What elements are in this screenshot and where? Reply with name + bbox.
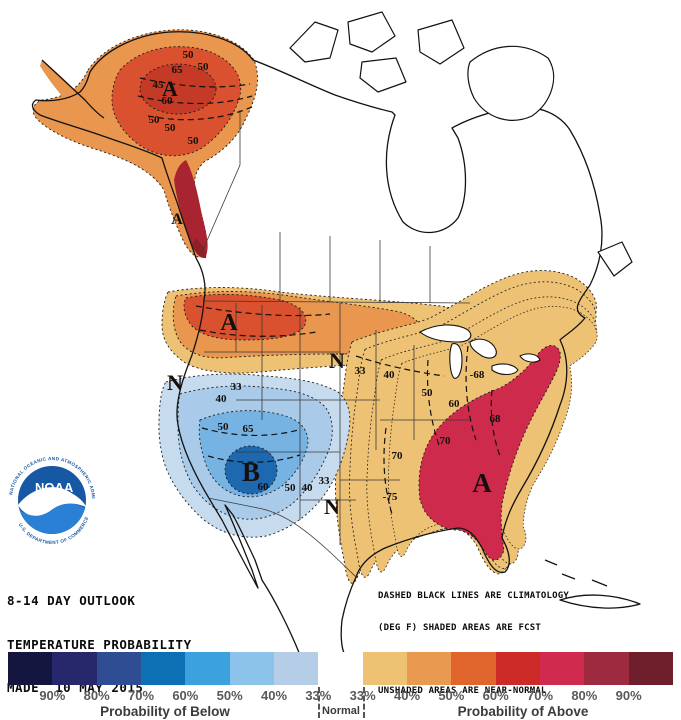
anomaly-letter-label: A — [472, 468, 492, 498]
anomaly-letter-label: N — [324, 494, 340, 519]
anomaly-letter-label: A — [171, 211, 183, 228]
contour-value-label: 60 — [449, 398, 461, 410]
legend-block — [229, 652, 274, 685]
climatology-dashed-lines — [137, 77, 501, 515]
legend-tick-label: 90% — [615, 688, 642, 703]
title-line: 8-14 DAY OUTLOOK — [7, 593, 136, 608]
note-line: DASHED BLACK LINES ARE CLIMATOLOGY — [378, 591, 570, 601]
legend-block — [584, 652, 629, 685]
contour-value-label: 70 — [440, 435, 452, 447]
normal-right-dash — [363, 687, 365, 718]
legend-bar — [8, 652, 673, 685]
contour-value-label: 50 — [188, 135, 200, 147]
eastern-region — [335, 270, 598, 584]
contour-value-label: 45 — [153, 79, 165, 91]
contour-value-label: 70 — [392, 450, 404, 462]
normal-caption: Normal — [322, 705, 360, 717]
legend-tick-label: 50% — [438, 688, 465, 703]
legend-block — [451, 652, 496, 685]
noaa-logo-text: NOAA — [35, 480, 74, 495]
legend-tick-label: 90% — [39, 688, 66, 703]
legend-tick-label: 80% — [83, 688, 110, 703]
anomaly-letter-label: B — [242, 457, 260, 487]
legend-tick-label: 33% — [349, 688, 376, 703]
legend-block — [495, 652, 540, 685]
legend-tick-label: 40% — [393, 688, 421, 703]
normal-left-dash — [318, 687, 320, 718]
contour-value-label: 40 — [384, 369, 396, 381]
legend-block — [318, 652, 363, 685]
contour-value-label: 50 — [149, 114, 161, 126]
legend-tick-label: 40% — [260, 688, 288, 703]
contour-value-label: 33 — [319, 475, 331, 487]
legend-tick-label: 80% — [571, 688, 598, 703]
coastline — [31, 11, 641, 655]
contour-value-label: 65 — [243, 423, 255, 435]
legend-block — [628, 652, 673, 685]
contour-value-label: 50 — [198, 61, 210, 73]
title-line: TEMPERATURE PROBABILITY — [7, 636, 192, 652]
contour-value-label: 68 — [490, 413, 502, 425]
legend-block — [185, 652, 230, 685]
legend-tick-label: 70% — [127, 688, 155, 703]
contour-value-label: 50 — [165, 122, 177, 134]
legend-block — [140, 652, 186, 685]
note-line: UNSHADED AREAS ARE NEAR-NORMAL — [378, 685, 547, 696]
contour-value-label: 50 — [422, 387, 434, 399]
probability-below-caption: Probability of Below — [100, 704, 230, 719]
legend-block — [539, 652, 585, 685]
contour-value-label: 60 — [162, 95, 174, 107]
legend-block — [273, 652, 319, 685]
legend-tick-label: 60% — [172, 688, 199, 703]
probability-above-caption: Probability of Above — [457, 704, 589, 719]
noaa-logo: NATIONAL OCEANIC AND ATMOSPHERIC ADMINIS… — [7, 455, 97, 545]
southwest-region — [158, 373, 351, 538]
legend-tick-label: 50% — [216, 688, 243, 703]
legend-block — [52, 652, 97, 685]
contour-value-label: 40 — [216, 393, 228, 405]
legend-block — [96, 652, 141, 685]
contour-value-label: 65 — [172, 64, 184, 76]
contour-value-label: 50 — [218, 421, 230, 433]
legend-block — [406, 652, 452, 685]
legend-block — [362, 652, 407, 685]
contour-value-label: 33 — [231, 381, 243, 393]
contour-value-label: 40 — [302, 482, 314, 494]
contour-value-label: 50 — [183, 49, 195, 61]
anomaly-letter-label: A — [162, 76, 178, 101]
contour-value-label: -68 — [470, 369, 485, 381]
legend-tick-label: 70% — [526, 688, 554, 703]
legend-ticks: 90% 80% 70% 60% 50% 40% 33% 33% 40% 50% 60% 70% 80% 9… — [0, 688, 681, 704]
legend-tick-label: 60% — [482, 688, 509, 703]
note-line: (DEG F) SHADED AREAS ARE FCST — [378, 622, 541, 633]
alaska-region — [32, 29, 258, 259]
anomaly-letter-label: N — [167, 370, 183, 395]
contour-value-label: 60 — [258, 481, 270, 493]
contour-value-label: 50 — [285, 482, 297, 494]
anomaly-letter-label: N — [329, 348, 345, 373]
anomaly-letter-label: A — [220, 310, 238, 336]
contour-value-label: 33 — [355, 365, 367, 377]
noaa-gull-icon — [18, 487, 86, 516]
legend-block — [8, 652, 53, 685]
contour-value-label: -75 — [383, 491, 398, 503]
